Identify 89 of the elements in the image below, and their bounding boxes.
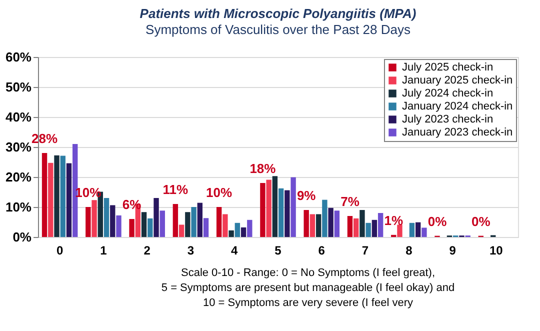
data-label: 0% (428, 214, 448, 229)
y-tick-label: 60% (5, 50, 32, 64)
bar (141, 212, 147, 237)
bar (92, 200, 97, 237)
bar (347, 216, 353, 237)
bar (129, 219, 134, 237)
x-tick-label: 10 (490, 244, 504, 258)
bar (266, 180, 272, 237)
y-tick-label: 20% (5, 170, 32, 184)
bar (154, 198, 159, 237)
bar (422, 228, 427, 237)
data-label: 28% (32, 131, 58, 146)
bar (54, 155, 60, 237)
bar (72, 144, 78, 237)
y-tick-label: 40% (5, 110, 32, 124)
x-tick-label: 6 (318, 244, 326, 258)
bar (148, 218, 153, 237)
bar (260, 183, 266, 237)
x-tick-label: 5 (274, 244, 282, 258)
bar (334, 210, 340, 237)
bar (116, 215, 122, 237)
bar (304, 210, 309, 237)
bar (48, 162, 54, 237)
bar (328, 208, 334, 237)
bar (60, 156, 66, 237)
data-label: 9% (296, 188, 316, 203)
text: Scale 0-10 - Range: 0 = No Symptoms (I feel great), (180, 267, 436, 279)
legend-label: January 2025 check-in (402, 74, 513, 86)
y-tick-label: 10% (5, 200, 32, 214)
data-label: 7% (340, 194, 360, 209)
bar (278, 188, 284, 237)
x-tick-label: 2 (144, 244, 151, 258)
bar (66, 163, 72, 237)
bar (160, 210, 165, 237)
x-tick-label: 0 (56, 244, 64, 258)
bar (240, 227, 246, 237)
bar (110, 205, 116, 237)
bar (354, 218, 359, 237)
x-tick-label: 8 (406, 244, 413, 258)
data-label: 10% (206, 185, 233, 200)
chart-subtitle: Symptoms of Vasculitis over the Past 28 Days (146, 22, 411, 37)
bar (316, 214, 322, 237)
bar (86, 207, 91, 237)
legend-label: January 2024 check-in (402, 100, 513, 112)
bar (178, 224, 184, 237)
x-tick-label: 4 (231, 244, 238, 258)
data-label: 11% (162, 182, 189, 197)
bar (415, 222, 421, 237)
bar (397, 224, 402, 237)
bar (284, 190, 290, 237)
legend-label: July 2023 check-in (402, 114, 494, 126)
bar (247, 220, 252, 237)
bar (191, 207, 196, 237)
chart-title: Patients with Microscopic Polyangiitis (MPA) (140, 6, 416, 21)
bar (222, 214, 228, 237)
bar (366, 222, 371, 237)
x-tick-label: 7 (362, 244, 369, 258)
bar (310, 214, 316, 237)
bar (322, 200, 328, 237)
legend-label: January 2023 check-in (402, 126, 513, 138)
bar (360, 210, 365, 237)
bar (197, 202, 202, 237)
bar (203, 218, 209, 237)
bar (409, 222, 415, 237)
legend-label: July 2024 check-in (402, 88, 494, 100)
bar (172, 204, 178, 237)
data-label: 6% (122, 197, 142, 212)
data-label: 1% (384, 212, 404, 228)
bar (272, 176, 278, 237)
y-tick-label: 0% (12, 230, 32, 244)
text: 5 = Symptoms are present but manageable (I feel okay) and (161, 282, 455, 294)
data-label: 18% (250, 161, 276, 176)
x-tick-label: 3 (187, 244, 194, 258)
legend-label: July 2025 check-in (402, 62, 494, 74)
bar (234, 222, 240, 237)
data-label: 0% (471, 214, 491, 229)
bar (216, 207, 222, 237)
x-tick-label: 9 (449, 244, 456, 258)
bar (228, 230, 234, 237)
text: 10 = Symptoms are very severe (I feel very (203, 297, 414, 309)
bar (104, 198, 110, 237)
bar (372, 220, 378, 237)
bar (378, 213, 384, 237)
y-tick-label: 30% (5, 140, 32, 154)
x-tick-label: 1 (100, 244, 108, 258)
bar (42, 153, 48, 237)
bar (185, 212, 190, 237)
bar (290, 177, 296, 237)
y-tick-label: 50% (5, 80, 32, 94)
